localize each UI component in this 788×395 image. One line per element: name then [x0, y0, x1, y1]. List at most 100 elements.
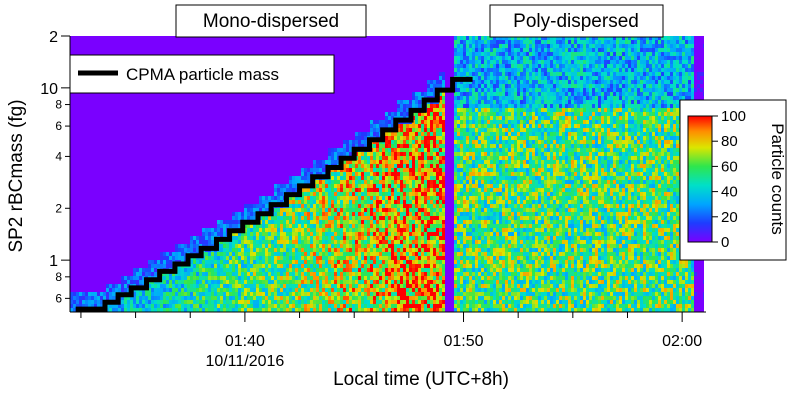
heatmap-cell	[322, 284, 325, 288]
heatmap-cell	[484, 40, 487, 44]
heatmap-cell	[472, 60, 475, 64]
heatmap-cell	[469, 164, 472, 168]
heatmap-cell	[223, 288, 226, 292]
heatmap-cell	[469, 244, 472, 248]
heatmap-cell	[205, 296, 208, 300]
heatmap-cell	[460, 92, 463, 96]
heatmap-cell	[379, 216, 382, 220]
heatmap-cell	[484, 72, 487, 76]
heatmap-cell	[346, 176, 349, 180]
heatmap-cell	[496, 204, 499, 208]
heatmap-cell	[286, 224, 289, 228]
heatmap-cell	[379, 288, 382, 292]
heatmap-cell	[157, 304, 160, 308]
heatmap-cell	[310, 256, 313, 260]
heatmap-cell	[322, 188, 325, 192]
heatmap-cell	[202, 260, 205, 264]
heatmap-cell	[157, 308, 160, 312]
heatmap-cell	[478, 36, 481, 40]
heatmap-cell	[427, 308, 430, 312]
heatmap-cell	[298, 276, 301, 280]
heatmap-cell	[349, 256, 352, 260]
heatmap-cell	[481, 196, 484, 200]
heatmap-cell	[181, 252, 184, 256]
heatmap-cell	[343, 220, 346, 224]
heatmap-cell	[484, 56, 487, 60]
heatmap-cell	[457, 248, 460, 252]
heatmap-cell	[466, 208, 469, 212]
heatmap-cell	[457, 292, 460, 296]
heatmap-cell	[502, 260, 505, 264]
heatmap-cell	[433, 132, 436, 136]
heatmap-cell	[442, 80, 445, 84]
heatmap-cell	[307, 256, 310, 260]
heatmap-cell	[385, 132, 388, 136]
heatmap-cell	[337, 296, 340, 300]
heatmap-cell	[178, 276, 181, 280]
heatmap-cell	[460, 68, 463, 72]
heatmap-cell	[274, 244, 277, 248]
heatmap-cell	[508, 64, 511, 68]
heatmap-cell	[244, 260, 247, 264]
heatmap-cell	[256, 272, 259, 276]
heatmap-cell	[286, 232, 289, 236]
heatmap-cell	[433, 308, 436, 312]
heatmap-cell	[328, 192, 331, 196]
heatmap-cell	[262, 248, 265, 252]
heatmap-cell	[133, 276, 136, 280]
heatmap-cell	[259, 240, 262, 244]
heatmap-cell	[382, 152, 385, 156]
heatmap-cell	[424, 240, 427, 244]
heatmap-cell	[331, 300, 334, 304]
heatmap-cell	[484, 240, 487, 244]
heatmap-cell	[397, 184, 400, 188]
heatmap-cell	[484, 128, 487, 132]
heatmap-cell	[313, 264, 316, 268]
heatmap-cell	[325, 180, 328, 184]
heatmap-cell	[367, 240, 370, 244]
heatmap-cell	[385, 164, 388, 168]
heatmap-cell	[478, 244, 481, 248]
heatmap-cell	[439, 100, 442, 104]
heatmap-cell	[316, 236, 319, 240]
heatmap-cell	[442, 240, 445, 244]
heatmap-cell	[232, 252, 235, 256]
heatmap-cell	[301, 300, 304, 304]
heatmap-cell	[439, 120, 442, 124]
heatmap-cell	[394, 220, 397, 224]
heatmap-cell	[280, 236, 283, 240]
heatmap-cell	[415, 216, 418, 220]
heatmap-cell	[463, 268, 466, 272]
heatmap-cell	[262, 272, 265, 276]
heatmap-cell	[139, 292, 142, 296]
heatmap-cell	[412, 176, 415, 180]
heatmap-cell	[412, 304, 415, 308]
heatmap-cell	[490, 252, 493, 256]
heatmap-cell	[169, 304, 172, 308]
heatmap-cell	[454, 300, 457, 304]
heatmap-cell	[268, 244, 271, 248]
heatmap-cell	[289, 224, 292, 228]
heatmap-cell	[457, 88, 460, 92]
heatmap-cell	[421, 172, 424, 176]
heatmap-cell	[400, 216, 403, 220]
heatmap-cell	[319, 308, 322, 312]
heatmap-cell	[430, 204, 433, 208]
heatmap-cell	[373, 228, 376, 232]
heatmap-cell	[328, 300, 331, 304]
heatmap-cell	[418, 128, 421, 132]
heatmap-cell	[439, 144, 442, 148]
heatmap-cell	[502, 68, 505, 72]
heatmap-cell	[235, 232, 238, 236]
heatmap-cell	[433, 148, 436, 152]
heatmap-cell	[415, 148, 418, 152]
heatmap-cell	[415, 296, 418, 300]
heatmap-cell	[316, 184, 319, 188]
heatmap-cell	[193, 308, 196, 312]
heatmap-cell	[373, 220, 376, 224]
heatmap-cell	[502, 264, 505, 268]
heatmap-cell	[346, 304, 349, 308]
heatmap-cell	[328, 160, 331, 164]
heatmap-cell	[169, 280, 172, 284]
